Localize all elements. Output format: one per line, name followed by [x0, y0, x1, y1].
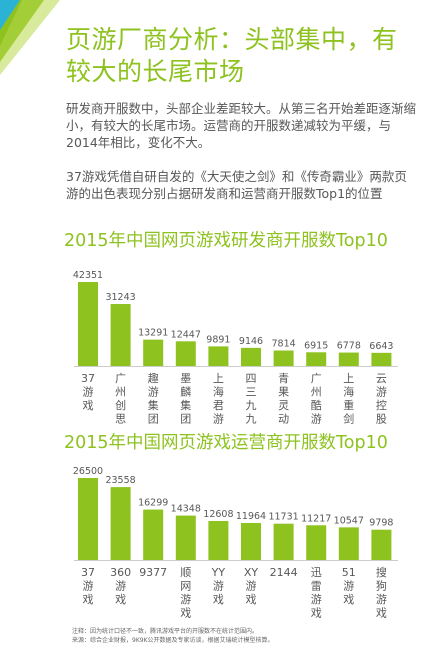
bar-value-label: 42351	[73, 270, 103, 281]
bar-value-label: 6778	[337, 341, 361, 352]
operator-bar-chart: 26500 37 游戏 23558 360 游戏 16299 9377 14348 顺网游戏 126…	[73, 466, 398, 620]
bar-value-label: 11964	[236, 511, 266, 522]
category-label: 37 游戏	[81, 566, 95, 606]
bar-value-label: 6643	[369, 341, 393, 352]
category-label: 37 游戏	[81, 372, 95, 412]
bar-1	[78, 478, 98, 560]
bar-8	[306, 525, 327, 560]
bar-6	[241, 522, 261, 560]
bar-5	[208, 520, 229, 560]
footnotes: 注释：因为统计口径不一致，腾讯游戏平台的开服数不在统计范围内。 来源：综合企业财…	[72, 627, 422, 645]
corner-decoration	[0, 0, 60, 75]
footnote-source: 来源：综合企业财报，9K9K公开数据及专家访谈，根据艾瑞统计模型核算。	[72, 637, 274, 644]
bar-value-label: 12447	[171, 329, 201, 340]
bar-4	[175, 515, 196, 560]
bar-10	[371, 352, 392, 366]
bar-4	[175, 341, 196, 366]
category-label: 上海君游	[213, 372, 224, 426]
bar-8	[306, 352, 327, 366]
bar-value-label: 13291	[138, 328, 168, 339]
category-label: 上海重剑	[343, 372, 354, 426]
bar-3	[143, 339, 164, 366]
category-label: 四三九九	[246, 372, 257, 426]
category-label: YY 游戏	[211, 566, 226, 606]
bar-value-label: 10547	[334, 515, 364, 526]
bar-value-label: 31243	[105, 292, 135, 303]
bar-6	[241, 347, 261, 366]
bar-value-label: 9146	[239, 336, 263, 347]
bar-value-label: 14348	[171, 504, 201, 515]
category-label: 云游控股	[376, 372, 387, 426]
bar-3	[143, 509, 164, 560]
category-label: 趣游集团	[148, 371, 159, 426]
category-label: 广州创思	[115, 372, 126, 426]
developer-bar-chart: 42351 37 游戏 31243 广州创思 13291 趣游集团 12447 墨麟集团 9891…	[73, 270, 398, 426]
bar-2	[110, 304, 131, 366]
bar-9	[338, 527, 359, 560]
bar-10	[371, 529, 392, 560]
footnote-note: 注释：因为统计口径不一致，腾讯游戏平台的开服数不在统计范围内。	[72, 628, 259, 635]
page-title: 页游厂商分析：头部集中，有较大的长尾市场	[66, 25, 398, 86]
bar-7	[273, 523, 294, 560]
category-label: 墨麟集团	[180, 372, 191, 426]
category-label: 搜狗游戏	[376, 565, 387, 620]
summary-paragraph-2: 37游戏凭借自研自发的《大天使之剑》和《传奇霸业》两款页游的出色表现分别占据研发…	[66, 169, 407, 201]
bar-value-label: 11731	[268, 512, 298, 523]
bar-value-label: 9891	[206, 334, 230, 345]
category-label: 360 游戏	[110, 566, 131, 606]
bar-7	[273, 350, 294, 366]
bar-1	[78, 282, 98, 366]
bar-9	[338, 352, 359, 366]
bar-value-label: 11217	[301, 513, 331, 524]
bar-value-label: 16299	[138, 498, 168, 509]
bar-value-label: 6915	[304, 340, 328, 351]
bar-2	[110, 487, 131, 560]
category-label: 青果灵动	[278, 372, 289, 426]
developer-chart-title: 2015年中国网页游戏研发商开服数Top10	[64, 231, 388, 251]
bar-value-label: 9798	[369, 518, 393, 529]
bar-5	[208, 346, 229, 366]
category-label: 迅雷游戏	[311, 566, 322, 620]
bar-value-label: 12608	[203, 509, 233, 520]
bar-value-label: 26500	[73, 466, 103, 477]
operator-chart-title: 2015年中国网页游戏运营商开服数Top10	[64, 433, 388, 453]
summary-paragraph-1: 研发商开服数中，头部企业差距较大。从第三名开始差距逐渐缩小，有较大的长尾市场。运…	[66, 101, 417, 150]
category-label: 51 游戏	[342, 566, 356, 606]
category-label: 2144	[270, 566, 298, 579]
category-label: 顺网游戏	[180, 566, 191, 620]
category-label: XY 游戏	[244, 566, 259, 606]
category-label: 广州酷游	[311, 372, 322, 426]
category-label: 9377	[139, 566, 167, 579]
bar-value-label: 7814	[272, 339, 296, 350]
bar-value-label: 23558	[105, 475, 135, 486]
